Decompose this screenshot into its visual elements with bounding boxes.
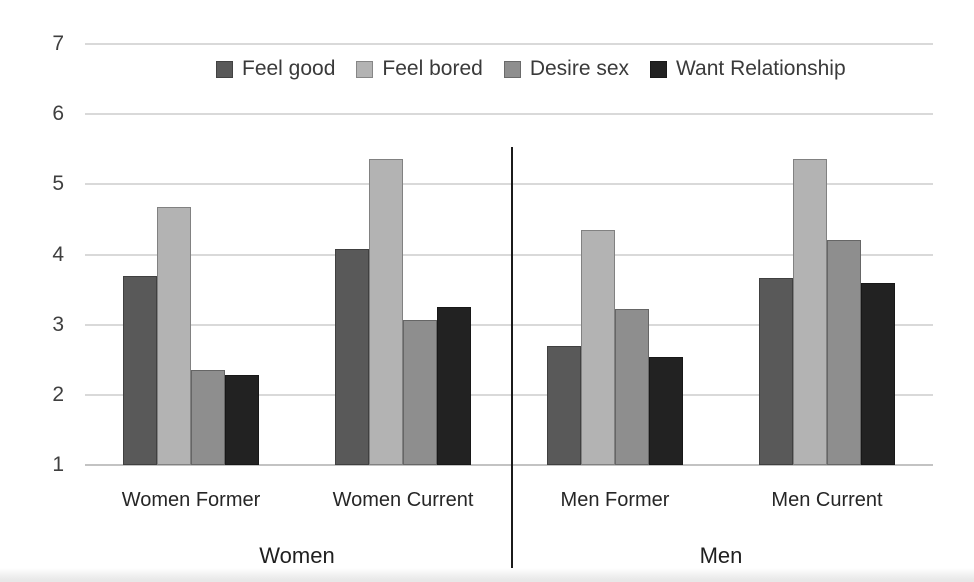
y-axis-tick-label-2: 2 (52, 382, 64, 406)
bar-desire-sex-women-former (191, 369, 225, 465)
y-gridline (85, 43, 933, 45)
y-axis-tick-label-3: 3 (52, 312, 64, 336)
group-divider-line (511, 147, 513, 568)
legend-item-want-relationship: Want Relationship (650, 57, 846, 81)
bar-want-relationship-women-current (437, 307, 471, 465)
y-axis-tick-label-1: 1 (52, 453, 64, 476)
bottom-shade (0, 568, 974, 582)
bar-feel-good-men-current (759, 277, 793, 465)
legend-marker-feel-good-icon (216, 60, 233, 78)
y-gridline (85, 183, 933, 186)
bar-feel-good-women-former (123, 275, 157, 465)
legend-item-feel-good: Feel good (216, 57, 335, 81)
bar-desire-sex-men-former (615, 309, 649, 465)
bar-feel-bored-men-current (793, 159, 827, 465)
y-gridline (85, 323, 933, 326)
bar-feel-bored-men-former (581, 229, 615, 465)
bar-desire-sex-men-current (827, 239, 861, 465)
legend-label-feel-bored: Feel bored (382, 57, 483, 80)
y-axis-tick-label-5: 5 (52, 172, 64, 196)
legend-label-want-relationship: Want Relationship (676, 57, 846, 80)
y-axis-tick-label-6: 6 (52, 102, 64, 126)
y-gridline (85, 393, 933, 396)
legend-item-desire-sex: Desire sex (503, 57, 630, 81)
bar-feel-bored-women-current (369, 159, 403, 465)
x-category-label-women-current: Women Current (332, 489, 474, 511)
x-category-label-men-current: Men Current (771, 489, 883, 511)
x-group-label-women: Women (259, 543, 335, 568)
y-axis-tick-label-4: 4 (52, 242, 64, 266)
y-gridline (85, 113, 933, 116)
bar-feel-bored-women-former (157, 206, 191, 465)
x-category-label-women-former: Women Former (121, 489, 261, 511)
bar-feel-good-men-former (547, 345, 581, 465)
legend-item-feel-bored: Feel bored (356, 57, 483, 81)
chart-legend: Feel good Feel bored Desire sex Want Relati… (216, 54, 846, 84)
legend-label-desire-sex: Desire sex (529, 57, 630, 80)
x-group-label-men: Men (699, 543, 743, 568)
legend-marker-desire-sex-icon (503, 60, 521, 78)
x-axis-line (85, 464, 933, 466)
y-gridline (85, 253, 933, 256)
x-category-label-men-former: Men Former (560, 489, 670, 511)
legend-marker-feel-bored-icon (356, 60, 374, 78)
bar-want-relationship-men-current (861, 282, 895, 465)
bar-feel-good-women-current (335, 248, 369, 465)
y-axis-tick-label-7: 7 (52, 32, 64, 55)
legend-marker-want-relationship-icon (650, 60, 668, 78)
bar-want-relationship-men-former (649, 356, 683, 465)
bar-want-relationship-women-former (225, 375, 259, 465)
legend-label-feel-good: Feel good (242, 57, 336, 80)
bar-desire-sex-women-current (403, 319, 437, 465)
